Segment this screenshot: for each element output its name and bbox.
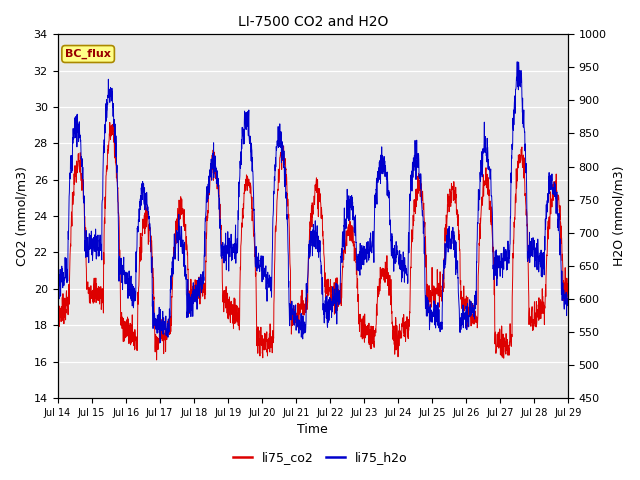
Text: BC_flux: BC_flux <box>65 49 111 59</box>
X-axis label: Time: Time <box>298 423 328 436</box>
Title: LI-7500 CO2 and H2O: LI-7500 CO2 and H2O <box>237 15 388 29</box>
Y-axis label: H2O (mmol/m3): H2O (mmol/m3) <box>612 166 625 266</box>
Y-axis label: CO2 (mmol/m3): CO2 (mmol/m3) <box>15 166 28 266</box>
Legend: li75_co2, li75_h2o: li75_co2, li75_h2o <box>228 446 412 469</box>
